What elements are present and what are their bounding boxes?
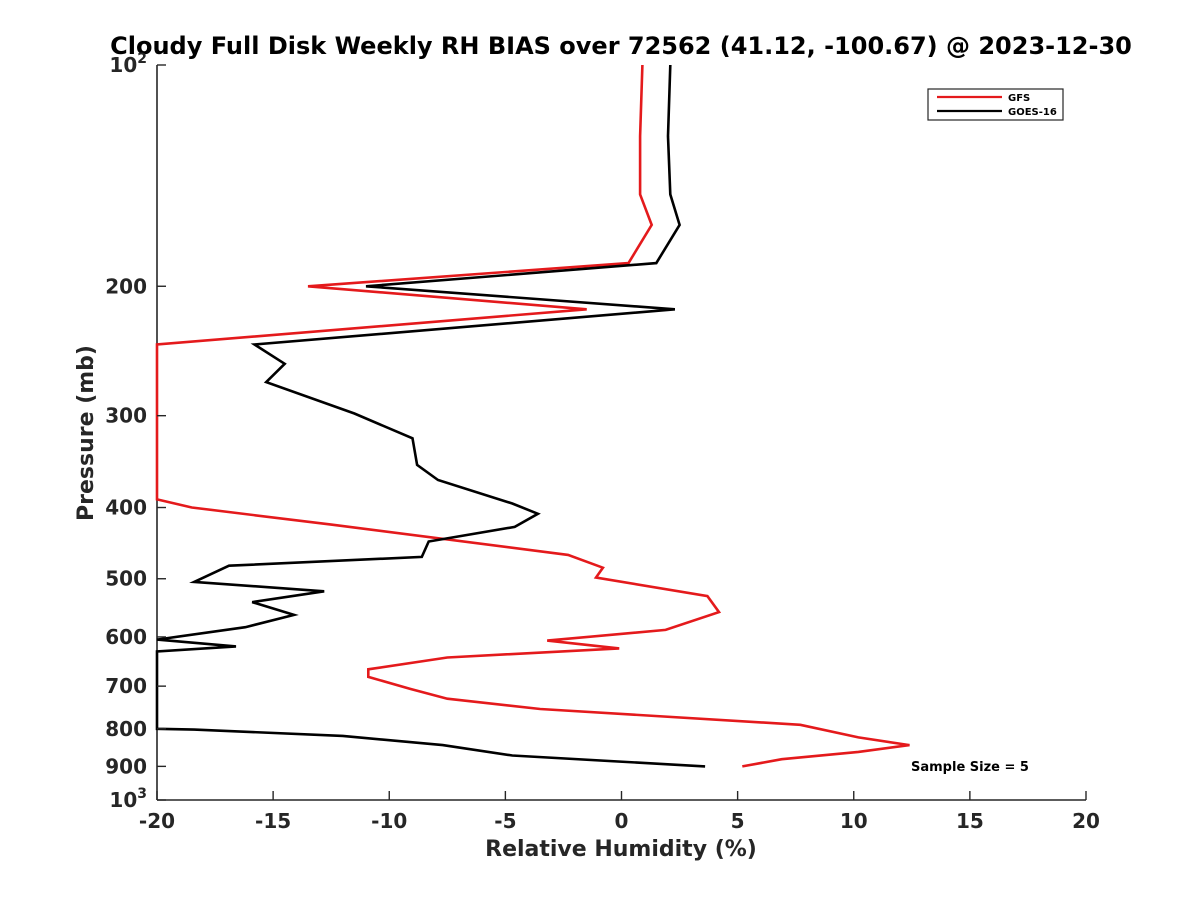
y-tick-label: 102 <box>109 51 147 77</box>
y-axis-label: Pressure (mb) <box>74 345 99 521</box>
x-tick-label: -5 <box>494 809 516 833</box>
y-tick-label: 800 <box>105 717 147 741</box>
y-tick-label: 500 <box>105 567 147 591</box>
x-tick-label: -10 <box>371 809 407 833</box>
x-tick-label: 0 <box>615 809 629 833</box>
x-tick-label: -20 <box>139 809 175 833</box>
x-ticks: -20 -15 -10 -5 0 5 10 15 20 <box>139 791 1100 833</box>
legend-box <box>927 88 1064 121</box>
series-line-gfs <box>155 64 910 768</box>
series-layer <box>155 64 910 768</box>
y-tick-exponent: 3 <box>137 786 147 802</box>
legend: GFS GOES-16 <box>927 88 1064 121</box>
y-tick-label: 300 <box>105 404 147 428</box>
y-tick-label: 200 <box>105 274 147 298</box>
y-tick-label: 400 <box>105 496 147 520</box>
legend-label-gfs: GFS <box>1008 93 1030 104</box>
plot-area: -20 -15 -10 -5 0 5 10 15 20 102 200 300 400 500 600 70… <box>105 51 1100 833</box>
y-tick-label: 700 <box>105 674 147 698</box>
chart-title: Cloudy Full Disk Weekly RH BIAS over 725… <box>110 32 1132 60</box>
x-tick-label: 10 <box>840 809 868 833</box>
y-tick-label: 600 <box>105 625 147 649</box>
x-axis-label: Relative Humidity (%) <box>485 837 757 862</box>
sample-size-annotation: Sample Size = 5 <box>911 760 1029 775</box>
x-tick-label: 15 <box>956 809 984 833</box>
y-tick-label: 900 <box>105 754 147 778</box>
x-tick-label: 5 <box>731 809 745 833</box>
series-line-goes16 <box>155 64 706 768</box>
legend-label-goes16: GOES-16 <box>1008 107 1057 118</box>
x-tick-label: -15 <box>255 809 291 833</box>
y-tick-exponent: 2 <box>137 51 147 67</box>
x-tick-label: 20 <box>1072 809 1100 833</box>
